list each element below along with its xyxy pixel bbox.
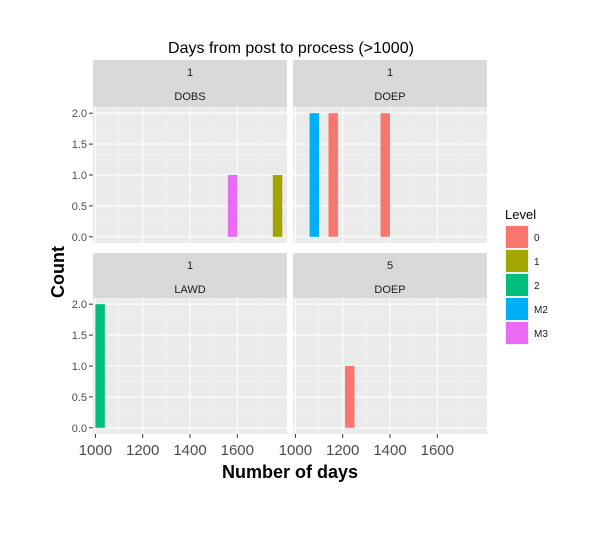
facet-strip-label-bottom: DOEP	[374, 91, 405, 103]
facet-strip-label-top: 1	[187, 67, 193, 79]
y-tick-label: 0.5	[72, 392, 87, 404]
bar-level-m3	[227, 175, 238, 237]
legend-swatch	[506, 322, 528, 344]
bar-level-m2	[309, 113, 320, 237]
facet-strip	[93, 60, 287, 107]
x-tick-label: 1400	[373, 442, 406, 459]
y-tick-label: 2.0	[72, 299, 87, 311]
legend: 0 1 2 M2 M3	[505, 225, 548, 345]
facet-panel: 1 DOBS 0.0 0.5 1.0 1.5 2.0	[72, 60, 287, 244]
y-axis-label: Count	[48, 246, 68, 298]
bar-level-0	[345, 366, 355, 428]
x-tick-label: 1200	[326, 442, 359, 459]
legend-swatch	[506, 274, 528, 296]
x-tick-label: 1200	[126, 442, 159, 459]
facet-strip-label-top: 5	[387, 260, 393, 272]
legend-swatch	[506, 298, 528, 320]
x-axis-label: Number of days	[222, 462, 358, 482]
x-tick-label: 1000	[79, 442, 112, 459]
legend-label: 1	[534, 257, 540, 268]
facet-strip-label-bottom: LAWD	[174, 284, 205, 296]
chart-title: Days from post to process (>1000)	[168, 40, 414, 57]
facet-panel: 5 DOEP 1000 1200 1400 1600	[279, 253, 487, 459]
facet-panel: 1 DOEP	[293, 60, 487, 243]
y-tick-label: 1.5	[72, 330, 87, 342]
legend-swatch	[506, 226, 528, 248]
legend-swatch	[506, 250, 528, 272]
facet-strip	[93, 253, 287, 298]
facet-strip	[293, 253, 487, 298]
legend-label: M2	[534, 305, 548, 316]
x-tick-label: 1600	[421, 442, 454, 459]
facet-strip	[293, 60, 487, 107]
facet-strip-label-top: 1	[387, 67, 393, 79]
legend-label: 2	[534, 281, 540, 292]
y-tick-label: 0.0	[72, 423, 87, 435]
bar-level-2	[95, 304, 105, 428]
bar-level-0	[328, 113, 338, 237]
x-tick-label: 1400	[173, 442, 206, 459]
legend-label: 0	[534, 233, 540, 244]
y-tick-label: 2.0	[72, 108, 87, 120]
y-tick-label: 1.0	[72, 170, 87, 182]
x-tick-label: 1000	[279, 442, 312, 459]
legend-label: M3	[534, 329, 548, 340]
y-tick-label: 0.5	[72, 201, 87, 213]
y-tick-label: 1.0	[72, 361, 87, 373]
facet-panels: 1DOBS0.00.51.01.52.01DOEP1LAWD0.00.51.01…	[72, 60, 487, 459]
bar-level-1	[272, 175, 283, 237]
legend-title: Level	[505, 207, 536, 222]
facet-strip-label-bottom: DOEP	[374, 284, 405, 296]
facet-strip-label-bottom: DOBS	[174, 91, 205, 103]
x-tick-label: 1600	[221, 442, 254, 459]
bar-level-0	[380, 113, 390, 237]
y-tick-label: 1.5	[72, 139, 87, 151]
y-tick-label: 0.0	[72, 232, 87, 244]
facet-panel: 1 LAWD 0.0 0.5 1.0 1.5 2.0 1000 1200 1400 1600	[72, 253, 287, 459]
facet-strip-label-top: 1	[187, 260, 193, 272]
